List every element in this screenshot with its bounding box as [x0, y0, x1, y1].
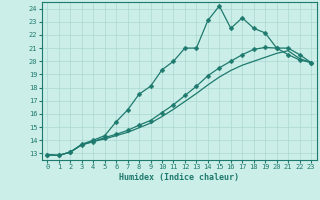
X-axis label: Humidex (Indice chaleur): Humidex (Indice chaleur) [119, 173, 239, 182]
